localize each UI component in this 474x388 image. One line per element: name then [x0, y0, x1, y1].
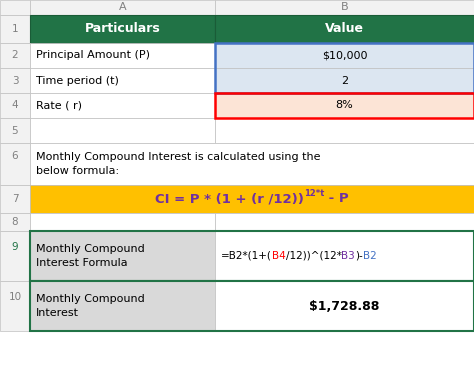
Text: CI = P * (1 + (r /12)): CI = P * (1 + (r /12)) — [155, 192, 304, 206]
Text: 2: 2 — [12, 50, 18, 61]
Bar — [215, 281, 474, 331]
Bar — [30, 118, 215, 143]
Text: )-: )- — [355, 251, 363, 261]
Text: Value: Value — [325, 23, 364, 35]
Bar — [30, 281, 215, 331]
Bar — [215, 43, 474, 93]
Bar — [30, 15, 215, 43]
Text: 5: 5 — [12, 125, 18, 135]
Text: B3: B3 — [341, 251, 355, 261]
Text: =B2*(1+(: =B2*(1+( — [221, 251, 272, 261]
Bar — [215, 93, 474, 118]
Bar — [0, 15, 30, 43]
Text: 12*t: 12*t — [304, 189, 324, 199]
Bar — [30, 281, 474, 331]
Bar — [0, 43, 30, 68]
Bar — [215, 0, 474, 15]
Bar — [0, 185, 30, 213]
Bar — [0, 118, 30, 143]
Bar — [215, 68, 474, 93]
Text: 3: 3 — [12, 76, 18, 85]
Bar — [30, 43, 215, 68]
Bar — [215, 15, 474, 43]
Bar — [0, 213, 30, 231]
Bar — [0, 231, 30, 281]
Bar — [30, 68, 215, 93]
Bar — [0, 93, 30, 118]
Text: /12))^(12*: /12))^(12* — [286, 251, 341, 261]
Text: 10: 10 — [9, 292, 21, 302]
Text: 6: 6 — [12, 151, 18, 161]
Text: A: A — [118, 2, 126, 12]
Bar — [30, 231, 474, 281]
Text: 4: 4 — [12, 100, 18, 111]
Text: $10,000: $10,000 — [322, 50, 367, 61]
Bar — [215, 43, 474, 68]
Bar — [215, 93, 474, 118]
Text: Monthly Compound
Interest Formula: Monthly Compound Interest Formula — [36, 244, 145, 268]
Text: 2: 2 — [341, 76, 348, 85]
Bar — [215, 213, 474, 231]
Text: B: B — [341, 2, 348, 12]
Bar — [0, 0, 30, 15]
Bar — [0, 143, 30, 185]
Bar — [0, 281, 30, 331]
Bar — [30, 0, 215, 15]
Bar — [30, 93, 215, 118]
Text: B2: B2 — [363, 251, 377, 261]
Text: Rate ( r): Rate ( r) — [36, 100, 82, 111]
Text: Monthly Compound
Interest: Monthly Compound Interest — [36, 294, 145, 318]
Text: Time period (t): Time period (t) — [36, 76, 119, 85]
Text: 8%: 8% — [336, 100, 354, 111]
Text: 9: 9 — [12, 242, 18, 252]
Text: Particulars: Particulars — [85, 23, 160, 35]
Text: Principal Amount (P): Principal Amount (P) — [36, 50, 150, 61]
Text: 1: 1 — [12, 24, 18, 34]
Bar — [30, 231, 215, 281]
Bar — [30, 213, 215, 231]
Text: $1,728.88: $1,728.88 — [310, 300, 380, 312]
Text: Monthly Compound Interest is calculated using the
below formula:: Monthly Compound Interest is calculated … — [36, 152, 320, 176]
Text: 8: 8 — [12, 217, 18, 227]
Text: B4: B4 — [272, 251, 286, 261]
Text: 7: 7 — [12, 194, 18, 204]
Bar — [0, 68, 30, 93]
Bar — [30, 185, 474, 213]
Bar — [215, 118, 474, 143]
Bar — [215, 231, 474, 281]
Text: - P: - P — [324, 192, 349, 206]
Bar — [30, 143, 474, 185]
